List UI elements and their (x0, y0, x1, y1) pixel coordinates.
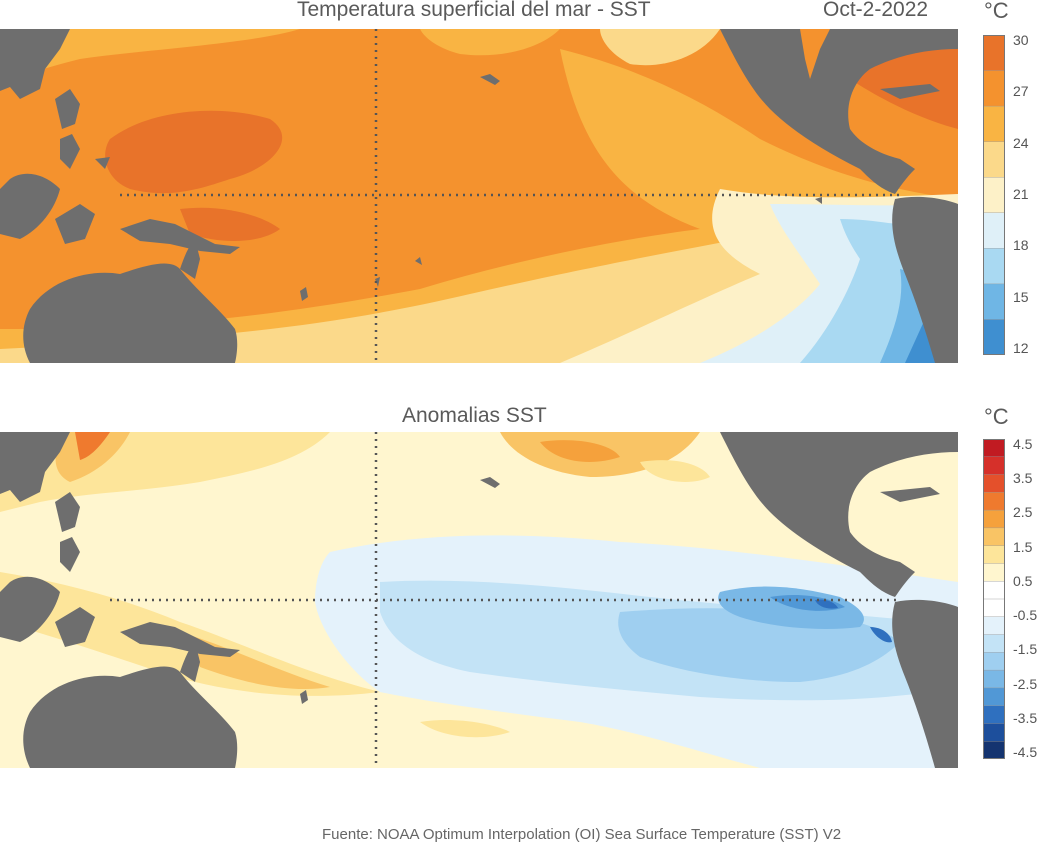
data-source-credit: Fuente: NOAA Optimum Interpolation (OI) … (322, 826, 842, 843)
anomaly-colorbar-tick-label: 4.5 (1013, 436, 1033, 452)
sst-colorbar-tick-label: 18 (1013, 237, 1029, 254)
anomaly-colorbar-swatch (982, 741, 1006, 760)
land-masses (0, 29, 958, 363)
anomaly-colorbar (982, 438, 1006, 760)
sst-colorbar-unit: °C (984, 0, 1009, 23)
anomaly-colorbar-unit: °C (984, 404, 1009, 429)
anomaly-colorbar-tick-label: -0.5 (1013, 607, 1038, 624)
anomaly-colorbar-tick-label: -1.5 (1013, 641, 1038, 658)
sst-colorbar-tick-label: 27 (1013, 83, 1029, 100)
anomaly-map-title: Anomalias SST (402, 404, 547, 427)
sst-colorbar-tick-label: 12 (1013, 340, 1029, 356)
anomaly-colorbar-swatch (982, 616, 1006, 636)
sst-colorbar-swatch (982, 177, 1006, 214)
anomaly-colorbar-tick-label: -2.5 (1013, 675, 1038, 692)
anomaly-colorbar-tick-label: -4.5 (1013, 744, 1038, 760)
americas-landmass (720, 29, 958, 194)
sst-colorbar-swatch (982, 212, 1006, 250)
sst-colorbar-tick-label: 15 (1013, 288, 1029, 305)
sst-map-title: Temperatura superficial del mar - SST (297, 0, 651, 21)
sst-colorbar-tick-label: 30 (1013, 32, 1029, 48)
asia-landmass (0, 432, 70, 502)
anomaly-colorbar-tick-label: 2.5 (1013, 504, 1033, 521)
anomaly-colorbar-swatch (982, 509, 1006, 529)
anomaly-colorbar-tick-label: -3.5 (1013, 709, 1038, 726)
sst-map (0, 29, 958, 363)
sst-warm-pool (105, 110, 283, 194)
land-masses (0, 432, 958, 768)
sst-colorbar-swatch (982, 283, 1006, 321)
sst-colorbar-tick-label: 24 (1013, 134, 1029, 151)
sst-colorbar-swatch (982, 105, 1006, 143)
sst-colorbar (982, 34, 1006, 356)
sst-map-date: Oct-2-2022 (823, 0, 929, 21)
anomaly-colorbar-swatch (982, 474, 1006, 494)
anomaly-colorbar-tick-label: 3.5 (1013, 470, 1033, 487)
anomaly-colorbar-tick-label: 0.5 (1013, 572, 1033, 589)
anomaly-colorbar-tick-label: 1.5 (1013, 538, 1033, 555)
anomaly-colorbar-swatch (982, 669, 1006, 689)
anomaly-colorbar-swatch (982, 723, 1006, 742)
sst-colorbar-swatch (982, 248, 1006, 285)
americas-landmass (720, 432, 958, 597)
anomaly-colorbar-swatch (982, 545, 1006, 565)
sst-colorbar-swatch (982, 70, 1006, 107)
anomaly-colorbar-swatch (982, 456, 1006, 476)
anomaly-colorbar-swatch (982, 581, 1006, 600)
australia-landmass (23, 263, 238, 363)
sst-colorbar-swatch (982, 34, 1006, 72)
anomaly-colorbar-swatch (982, 634, 1006, 654)
south-america-landmass (892, 599, 958, 768)
anomaly-colorbar-swatch (982, 563, 1006, 582)
anomaly-colorbar-swatch (982, 705, 1006, 725)
anomaly-colorbar-swatch (982, 687, 1006, 707)
asia-landmass (0, 29, 70, 99)
sst-colorbar-tick-label: 21 (1013, 186, 1029, 202)
south-america-landmass (892, 196, 958, 363)
anomaly-colorbar-swatch (982, 652, 1006, 671)
australia-landmass (23, 666, 238, 768)
anomaly-map (0, 432, 958, 768)
anomaly-colorbar-swatch (982, 527, 1006, 547)
anomaly-colorbar-swatch (982, 492, 1006, 511)
sst-colorbar-swatch (982, 319, 1006, 356)
anomaly-colorbar-swatch (982, 598, 1006, 618)
sst-colorbar-swatch (982, 141, 1006, 178)
anomaly-colorbar-swatch (982, 438, 1006, 458)
